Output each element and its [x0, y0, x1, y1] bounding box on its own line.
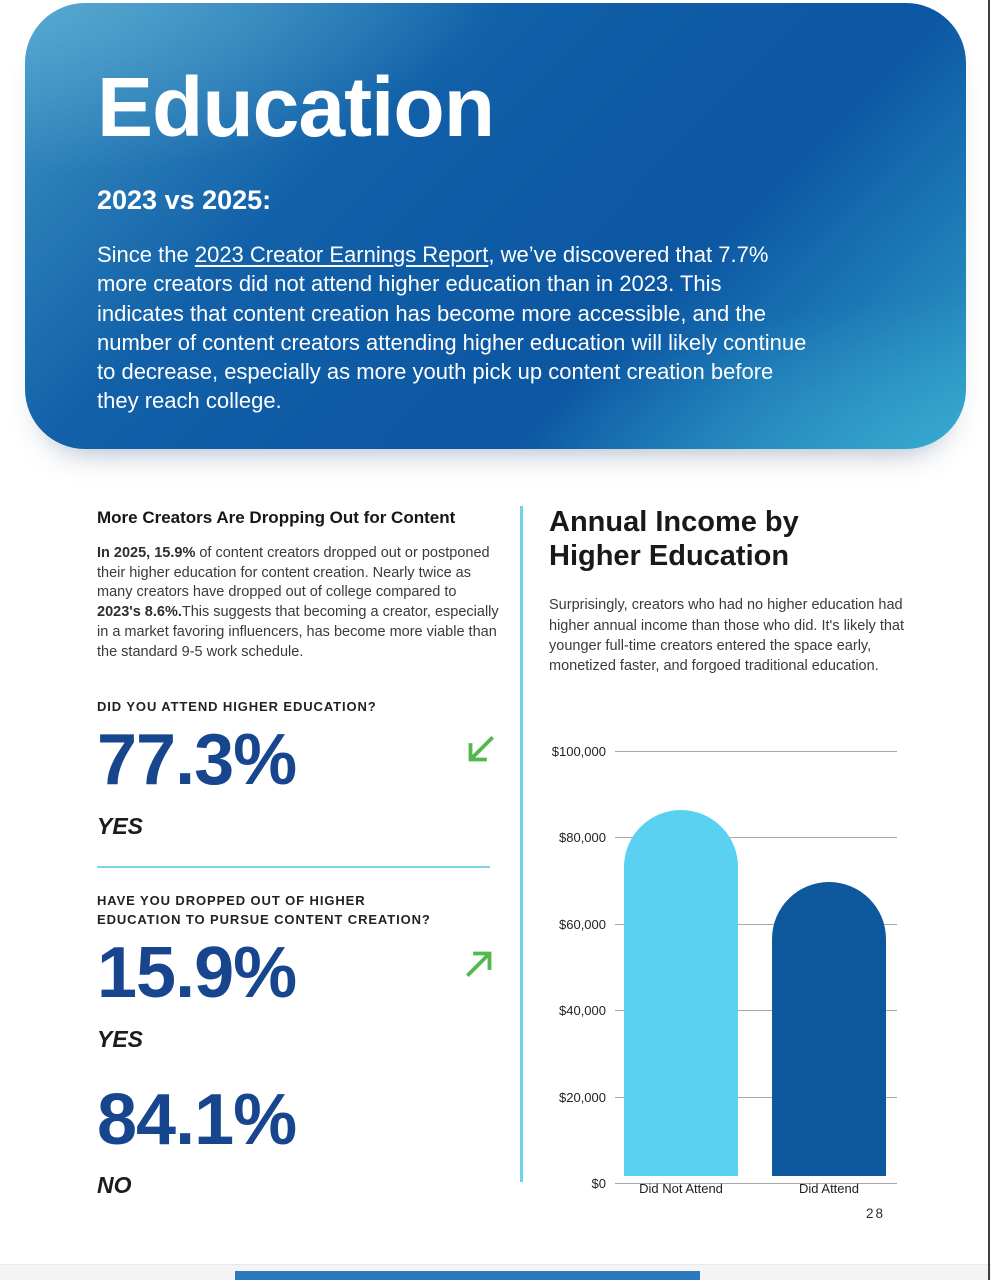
y-tick-label: $40,000 — [559, 1002, 606, 1018]
gridline-row: $20,000 — [549, 1090, 897, 1105]
y-tick-label: $100,000 — [551, 743, 606, 759]
left-column: More Creators Are Dropping Out for Conte… — [97, 508, 499, 1199]
horizontal-divider — [97, 865, 490, 869]
gridline — [615, 1182, 897, 1184]
left-section-paragraph: In 2025, 15.9% of content creators dropp… — [97, 544, 499, 662]
header-paragraph: Since the 2023 Creator Earnings Report, … — [97, 240, 809, 416]
vertical-divider — [520, 506, 523, 1182]
gridline-row: $0 — [549, 1176, 897, 1191]
header-paragraph-prefix: Since the — [97, 242, 195, 268]
header-section: Education 2023 vs 2025: Since the 2023 C… — [25, 3, 966, 449]
bottom-accent-bar — [235, 1271, 700, 1280]
bar-did-attend — [772, 881, 886, 1176]
gridline-row: $60,000 — [549, 917, 897, 932]
left-paragraph-text-1: of content creators dropped out or postp… — [97, 545, 490, 601]
page-edge-line — [988, 0, 990, 1280]
question-attended: DID YOU ATTEND HIGHER EDUCATION? — [97, 699, 377, 715]
chart-title: Annual Income by Higher Education — [549, 506, 799, 573]
header-subtitle: 2023 vs 2025: — [97, 185, 272, 216]
stat-value-attended: 77.3% — [97, 720, 297, 801]
left-section-heading: More Creators Are Dropping Out for Conte… — [97, 508, 456, 527]
page-title: Education — [97, 60, 495, 154]
y-tick-label: $60,000 — [559, 916, 606, 932]
stat-block-dropped-yes: 15.9% — [97, 930, 499, 1012]
report-link[interactable]: 2023 Creator Earnings Report — [194, 242, 489, 268]
arrow-down-left-icon — [461, 731, 499, 774]
question-dropped-out: HAVE YOU DROPPED OUT OF HIGHER EDUCATION… — [97, 893, 431, 928]
left-paragraph-text-2: This suggests that becoming a creator, e… — [97, 604, 499, 660]
gridline — [615, 923, 897, 925]
left-paragraph-bold-2: 2023's 8.6%. — [97, 604, 182, 621]
x-tick-label-did-attend: Did Attend — [799, 1180, 859, 1196]
gridline — [615, 1009, 897, 1011]
gridline — [615, 1096, 897, 1098]
page-number: 28 — [866, 1206, 886, 1221]
bar-did-not-attend — [624, 809, 738, 1176]
stat-label-dropped-yes: YES — [97, 1025, 144, 1052]
gridline — [615, 750, 897, 752]
gridline-row: $80,000 — [549, 830, 897, 845]
chart-plot-area — [624, 744, 886, 1176]
stat-label-dropped-no: NO — [97, 1172, 132, 1199]
y-tick-label: $80,000 — [559, 829, 606, 845]
gridline-row: $40,000 — [549, 1003, 897, 1018]
y-tick-label: $0 — [591, 1175, 606, 1191]
income-bar-chart: $100,000 $80,000 $60,000 $40,000 $20,000… — [549, 733, 925, 1203]
stat-block-attended: 77.3% — [97, 717, 499, 799]
stat-value-dropped-yes: 15.9% — [97, 932, 297, 1013]
gridline — [615, 836, 897, 838]
header-paragraph-suffix: , we’ve discovered that 7.7% more creato… — [97, 242, 807, 414]
left-paragraph-bold-1: In 2025, 15.9% — [97, 545, 196, 561]
chart-description: Surprisingly, creators who had no higher… — [549, 597, 905, 675]
stat-label-attended: YES — [97, 812, 144, 839]
y-tick-label: $20,000 — [559, 1089, 606, 1105]
gridline-row: $100,000 — [549, 744, 897, 759]
x-tick-label-did-not-attend: Did Not Attend — [639, 1180, 723, 1196]
stat-value-dropped-no: 84.1% — [97, 1079, 297, 1160]
arrow-up-right-icon — [461, 944, 499, 987]
right-column: Annual Income by Higher Education Surpri… — [549, 505, 925, 1203]
